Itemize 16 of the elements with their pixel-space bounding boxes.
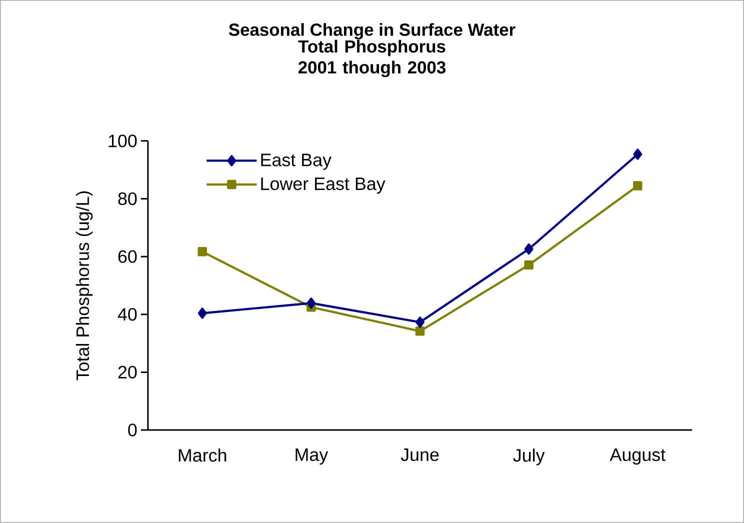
y-tick-label: 20 bbox=[118, 366, 137, 379]
y-axis-title: Total Phosphorus (ug/L) bbox=[76, 191, 93, 380]
legend-label: Lower East Bay bbox=[261, 178, 386, 194]
x-tick-label: July bbox=[513, 448, 545, 466]
x-tick-label: June bbox=[400, 448, 439, 462]
x-tick-label: May bbox=[296, 448, 328, 465]
y-tick-label: 40 bbox=[118, 308, 137, 321]
y-tick-label: 60 bbox=[118, 250, 137, 263]
y-tick-label: 0 bbox=[128, 424, 137, 436]
x-tick-label: March bbox=[178, 448, 226, 462]
chart-title: Seasonal Change in Surface Water bbox=[228, 23, 516, 40]
x-tick-label: August bbox=[610, 448, 666, 465]
chart-subtitle: Total Phosphorus 2001 though 2003 bbox=[298, 40, 446, 78]
legend-label: East Bay bbox=[261, 154, 332, 170]
y-tick-label: 80 bbox=[118, 192, 137, 206]
y-tick-label: 100 bbox=[108, 134, 137, 148]
